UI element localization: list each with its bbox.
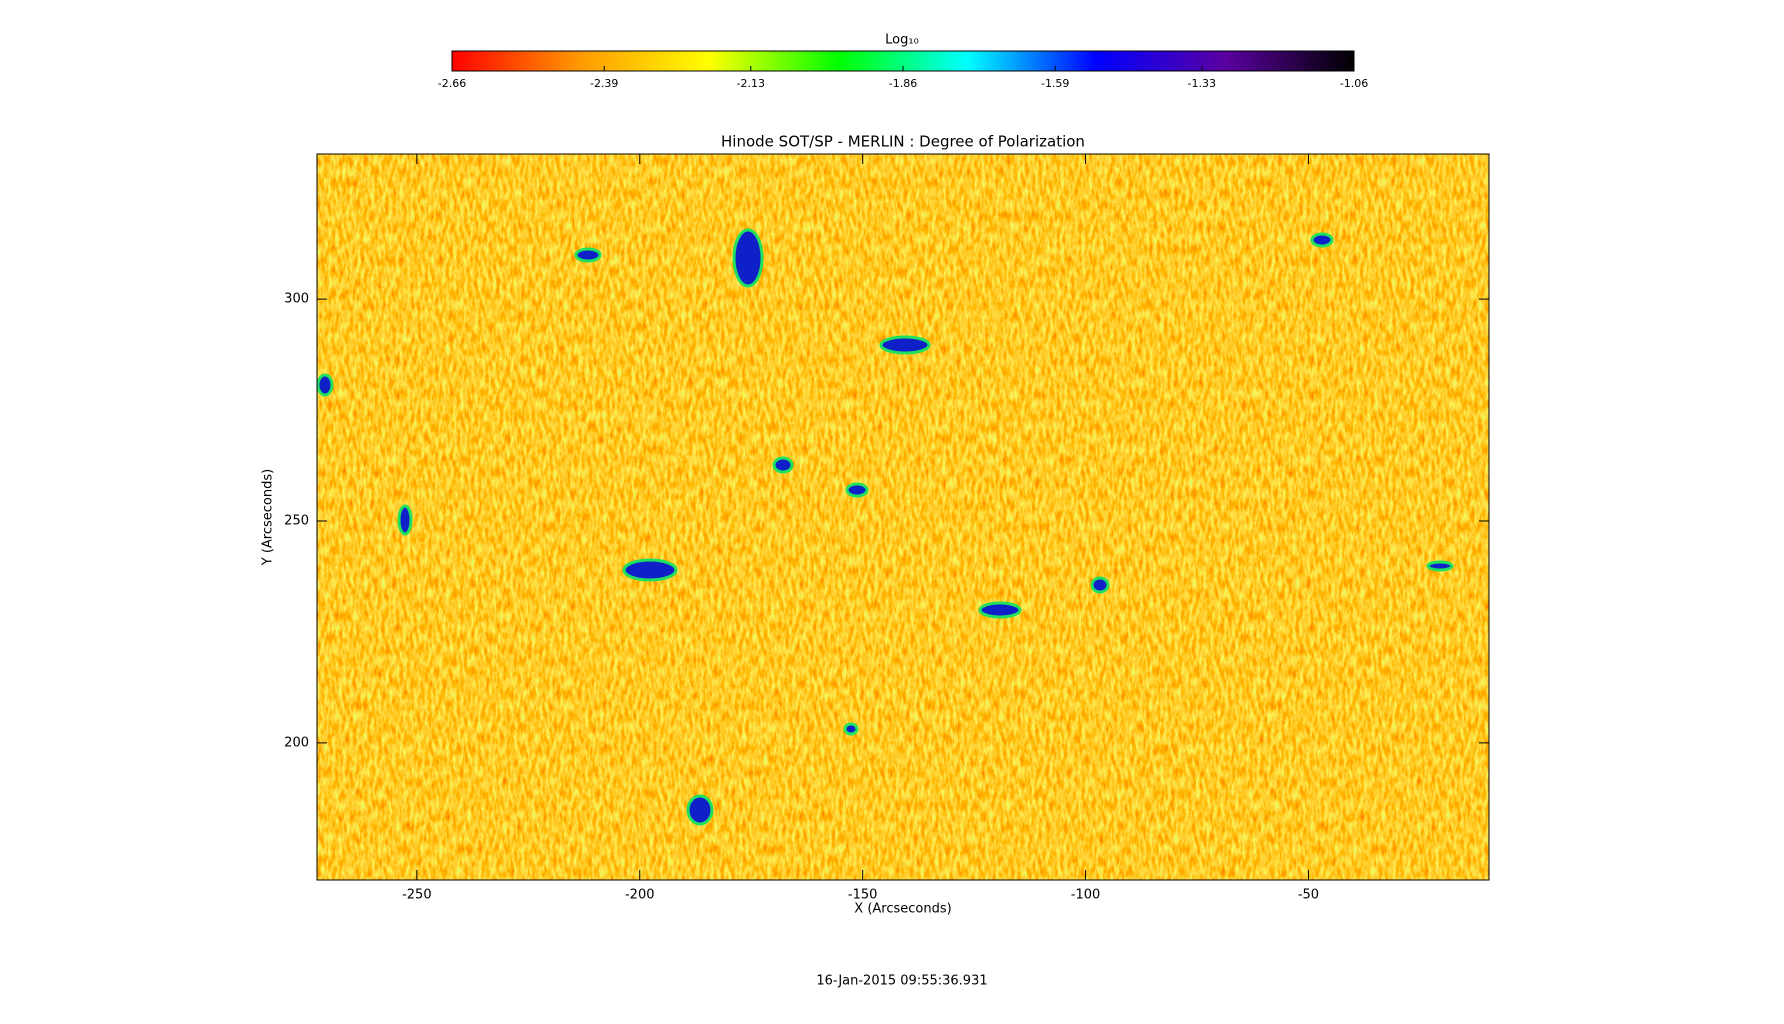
colorbar-tick-label: -2.66 [438, 77, 466, 90]
x-axis-label: X (Arcseconds) [854, 902, 951, 917]
colorbar-tick-label: -2.13 [737, 77, 765, 90]
y-tick-label: 200 [284, 735, 309, 750]
y-tick-label: 300 [284, 292, 309, 307]
magnetic-patches [317, 228, 1454, 826]
plot-frame [316, 153, 1490, 881]
image-layer [317, 154, 1489, 880]
chart-title: Hinode SOT/SP - MERLIN : Degree of Polar… [721, 133, 1085, 151]
x-tick-label: -50 [1298, 888, 1319, 903]
timestamp: 16-Jan-2015 09:55:36.931 [816, 974, 987, 989]
colorbar-tick-label: -2.39 [590, 77, 618, 90]
x-tick-label: -100 [1071, 888, 1101, 903]
polarization-image [317, 154, 1489, 880]
colorbar-tick-label: -1.59 [1041, 77, 1069, 90]
colorbar-label: Log₁₀ [885, 33, 919, 48]
y-tick-label: 250 [284, 513, 309, 528]
colorbar-tick-label: -1.86 [889, 77, 917, 90]
colorbar-tick-label: -1.33 [1188, 77, 1216, 90]
y-axis-label: Y (Arcseconds) [261, 469, 276, 566]
x-tick-label: -200 [625, 888, 655, 903]
colorbar-tick-label: -1.06 [1340, 77, 1368, 90]
x-tick-label: -250 [402, 888, 432, 903]
x-tick-label: -150 [848, 888, 878, 903]
